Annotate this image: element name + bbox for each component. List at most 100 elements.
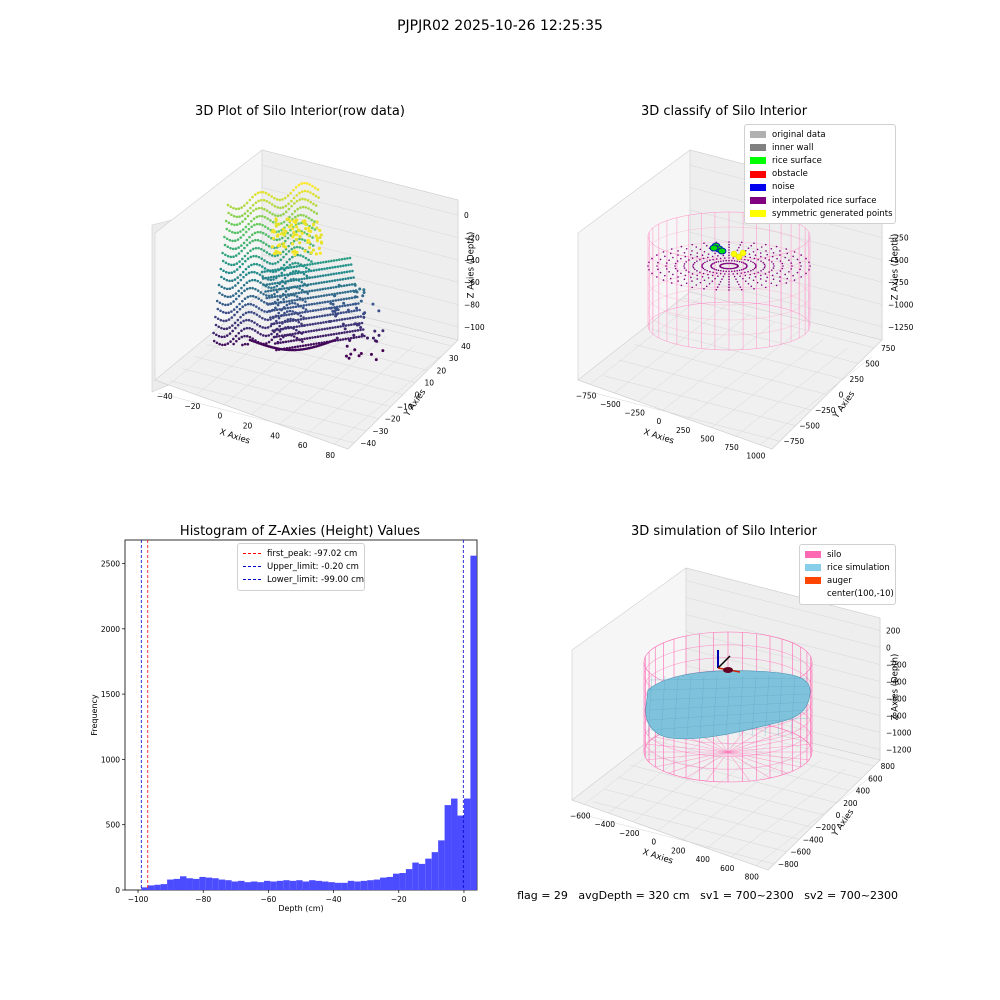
legend-item: auger bbox=[805, 574, 890, 587]
histogram-legend-item: Lower_limit: -99.00 cm bbox=[243, 573, 364, 586]
raw-point bbox=[247, 265, 250, 269]
p1-x-tick: 80 bbox=[325, 451, 335, 460]
interpolated-point bbox=[670, 282, 673, 284]
legend-item: original data bbox=[750, 128, 890, 141]
raw-point bbox=[284, 340, 288, 344]
raw-point bbox=[266, 289, 270, 293]
histogram-bar bbox=[451, 798, 458, 890]
raw-point bbox=[301, 344, 305, 348]
raw-point bbox=[224, 270, 228, 274]
panel1-3d-plot: −40−20020406080−40−30−20−100102030400−20… bbox=[151, 149, 485, 460]
raw-point bbox=[319, 308, 323, 311]
legend-label: rice simulation bbox=[827, 562, 890, 573]
interpolated-point bbox=[752, 279, 755, 282]
raw-point bbox=[301, 205, 305, 209]
raw-point bbox=[286, 320, 289, 323]
raw-point bbox=[341, 338, 345, 341]
raw-point bbox=[351, 269, 354, 273]
interpolated-point bbox=[759, 252, 762, 254]
raw-point bbox=[217, 325, 221, 329]
raw-point bbox=[232, 263, 236, 266]
raw-point bbox=[350, 296, 354, 300]
raw-point bbox=[312, 315, 316, 319]
raw-point bbox=[230, 230, 234, 234]
histogram-bar bbox=[147, 885, 155, 890]
raw-point bbox=[297, 222, 300, 225]
raw-point bbox=[301, 197, 304, 201]
raw-point bbox=[276, 303, 280, 307]
raw-point bbox=[283, 311, 286, 315]
raw-point bbox=[307, 330, 310, 333]
raw-point bbox=[244, 259, 247, 263]
raw-point bbox=[337, 298, 340, 302]
raw-point bbox=[234, 292, 238, 295]
raw-point bbox=[340, 257, 344, 261]
raw-point bbox=[345, 344, 349, 348]
raw-point bbox=[282, 327, 285, 331]
raw-point bbox=[242, 275, 245, 279]
p4-z-tick: −1200 bbox=[886, 746, 912, 755]
interpolated-point bbox=[692, 263, 695, 266]
raw-point bbox=[321, 301, 324, 304]
raw-point bbox=[254, 287, 257, 291]
interpolated-point bbox=[683, 252, 686, 254]
raw-point bbox=[281, 340, 285, 344]
interpolated-point bbox=[733, 260, 736, 262]
raw-point bbox=[252, 254, 255, 258]
raw-point bbox=[265, 251, 269, 254]
raw-point bbox=[312, 295, 315, 299]
legend-item: rice surface bbox=[750, 154, 890, 167]
interpolated-point bbox=[779, 250, 781, 252]
raw-point bbox=[260, 206, 263, 210]
raw-point bbox=[308, 276, 312, 280]
raw-point bbox=[231, 239, 234, 243]
p1-y-tick: −20 bbox=[385, 415, 401, 424]
interpolated-point bbox=[750, 244, 753, 247]
raw-point bbox=[352, 336, 356, 339]
interpolated-point bbox=[730, 262, 733, 265]
raw-point bbox=[357, 302, 360, 305]
raw-point bbox=[242, 283, 246, 287]
raw-point bbox=[304, 344, 308, 347]
raw-point bbox=[220, 326, 223, 330]
raw-point bbox=[319, 261, 322, 264]
raw-point bbox=[313, 335, 317, 339]
interpolated-point bbox=[732, 257, 735, 259]
raw-point bbox=[270, 254, 274, 257]
raw-point bbox=[288, 333, 292, 336]
raw-point bbox=[259, 281, 262, 284]
raw-point bbox=[289, 191, 293, 195]
raw-point bbox=[359, 352, 363, 356]
histogram-bar bbox=[199, 876, 206, 890]
raw-point bbox=[296, 207, 300, 211]
raw-point bbox=[308, 289, 311, 293]
interpolated-point bbox=[753, 267, 756, 270]
raw-point bbox=[254, 201, 258, 205]
raw-point bbox=[220, 335, 224, 339]
interpolated-point bbox=[711, 280, 714, 283]
raw-point bbox=[311, 248, 316, 252]
raw-point bbox=[350, 283, 354, 286]
panel4-3d-plot: −600−400−2000200400600800−800−600−400−20… bbox=[570, 567, 912, 882]
raw-point bbox=[214, 315, 217, 319]
raw-point bbox=[353, 322, 357, 326]
raw-point bbox=[340, 331, 344, 335]
panel2-title: 3D classify of Silo Interior bbox=[640, 104, 808, 119]
histogram-bar bbox=[380, 877, 387, 890]
raw-point bbox=[283, 307, 287, 310]
raw-point bbox=[268, 262, 272, 265]
raw-point bbox=[237, 337, 241, 341]
p1-y-tick: −40 bbox=[360, 439, 376, 448]
raw-point bbox=[312, 202, 315, 206]
raw-point bbox=[321, 274, 325, 277]
raw-point bbox=[275, 308, 279, 312]
raw-point bbox=[344, 324, 348, 327]
raw-point bbox=[232, 214, 236, 218]
interpolated-point bbox=[764, 265, 766, 267]
interpolated-point bbox=[669, 252, 672, 255]
interpolated-point bbox=[728, 243, 730, 246]
legend-swatch bbox=[750, 157, 766, 165]
raw-point bbox=[298, 237, 301, 241]
p1-x-tick: −40 bbox=[157, 392, 173, 401]
legend-swatch bbox=[750, 144, 766, 152]
